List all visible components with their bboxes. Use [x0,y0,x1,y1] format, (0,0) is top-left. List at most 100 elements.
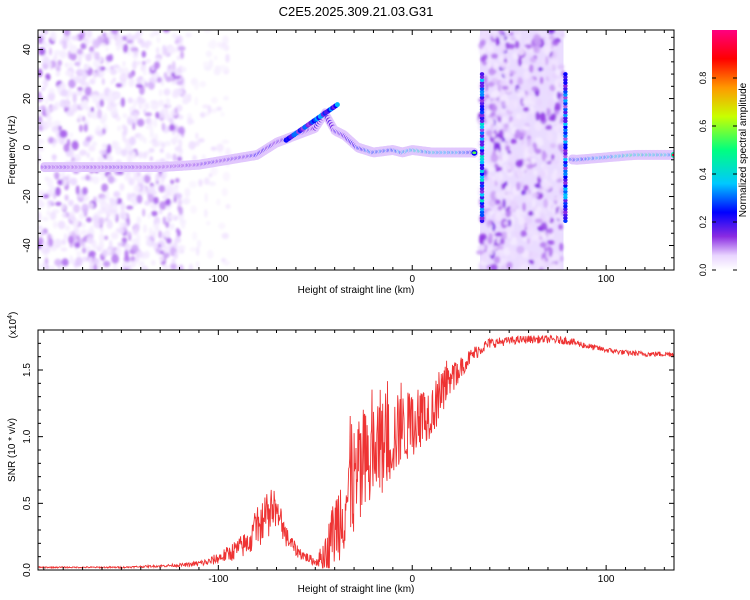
spectrogram-speckle-mark [138,261,145,267]
spectrogram-speckle-mark [60,247,68,252]
spectrogram-vertical-streak [563,219,568,224]
spectrogram-speckle-mark [143,137,147,144]
spectrogram-speckle-mark [67,87,72,98]
spectrogram-vertical-streak [479,201,485,206]
spectrogram-vertical-streak [563,148,568,153]
spectrogram-speckle-mark [144,235,150,240]
spectrogram-speckle-mark [38,138,43,144]
spectrogram-speckle-mark [498,129,504,140]
spectrogram-speckle-mark [134,113,139,119]
spectrogram-speckle-mark [490,153,499,163]
spectrogram-speckle-mark [149,156,153,162]
spectrogram-vertical-streak [563,113,568,118]
spectrogram-speckle-mark [185,32,192,38]
spectrogram-speckle-mark [105,54,113,62]
spectrogram-speckle-mark [79,124,83,133]
spectrogram-speckle-mark [86,234,94,244]
spectrogram-speckle-mark [128,77,135,88]
spectrogram-vertical-streak [563,151,568,156]
spectrogram-speckle-mark [503,123,509,129]
spectrogram-speckle-mark [136,194,143,204]
spectrogram-speckle-mark [129,136,136,146]
spectrogram-speckle-mark [549,60,557,70]
spectrogram-vertical-streak [479,107,485,112]
spectrogram-speckle-mark [558,224,563,230]
spectrogram-speckle-mark [142,103,150,109]
spectrogram-speckle-mark [41,30,46,38]
spectrogram-vertical-streak [563,204,568,209]
spectrogram-speckle-mark [150,79,158,84]
spectrogram-speckle-mark [138,104,143,110]
spectrogram-speckle-mark [529,56,537,63]
spectrogram-speckle-mark [204,192,208,203]
spectrogram-speckle-mark [62,39,67,49]
spectrogram-speckle-mark [487,81,495,87]
y-tick-label: 40 [22,44,33,56]
spectrogram-speckle-mark [521,250,530,259]
spectrogram-speckle-mark [92,176,100,185]
spectrogram-speckle-mark [127,49,131,56]
spectrogram-speckle-mark [93,51,98,60]
spectrogram-speckle-mark [127,72,134,79]
spectrogram-vertical-streak [479,75,485,80]
spectrogram-vertical-streak [563,163,568,168]
spectrogram-speckle-mark [97,65,101,75]
spectrogram-speckle-mark [174,185,179,194]
spectrogram-speckle-mark [213,68,220,76]
spectrogram-speckle-mark [101,78,105,86]
spectrogram-speckle-mark [109,209,118,214]
spectrogram-speckle-mark [163,245,168,254]
y-tick-label: 1.5 [22,363,33,377]
spectrogram-speckle-mark [149,132,155,139]
x-tick-label: -100 [208,574,228,585]
spectrogram-speckle-mark [527,237,531,245]
spectrogram-vertical-streak [563,216,568,221]
spectrogram-speckle-mark [121,213,128,221]
spectrogram-speckle-mark [533,66,539,73]
spectrogram-speckle-mark [42,216,49,222]
snr-x-ticks: -100 0 100 [43,330,665,585]
spectrogram-speckle-mark [482,196,490,205]
spectrogram-speckle-mark [132,34,139,40]
spectrogram-speckle-mark [541,58,547,65]
svg-text:(x104): (x104) [7,312,19,339]
spectrogram-speckle-mark [155,222,159,231]
spectrogram-vertical-streak [563,92,568,97]
spectrogram-speckle-mark [85,174,91,181]
spectrogram-speckle-mark [112,77,117,82]
spectrogram-speckle-mark [494,232,503,237]
spectrogram-vertical-streak [479,110,485,115]
spectrogram-speckle-mark [67,199,74,207]
spectrogram-speckle-mark [553,93,558,101]
spectrogram-speckle-mark [193,80,200,91]
spectrogram-speckle-mark [60,89,69,97]
spectrogram-panel: -100 0 100 -40 -20 0 20 40 Height of straight … [7,29,675,296]
spectrogram-speckle-mark [204,111,211,116]
spectrogram-speckle-mark [191,231,198,241]
spectrogram-speckle-mark [555,264,562,270]
snr-multiplier-close: ) [8,312,19,315]
spectrogram-speckle-mark [158,230,162,239]
spectrogram-speckle-mark [517,56,522,67]
spectrogram-vertical-streak [479,207,485,212]
spectrogram-speckle-mark [93,263,98,270]
spectrogram-speckle-mark [544,30,548,36]
spectrogram-speckle-mark [50,31,57,42]
spectrogram-speckle-mark [526,77,535,85]
spectrogram-speckle-mark [225,204,231,209]
spectrogram-speckle-mark [143,174,151,184]
spectrogram-speckle-mark [38,225,43,231]
spectrogram-speckle-mark [80,175,87,181]
spectrogram-speckle-mark [487,61,492,69]
spectrogram-speckle-mark [145,239,152,247]
spectrogram-speckle-mark [486,219,492,229]
spectrogram-speckle-mark [175,88,184,95]
spectrogram-speckle-mark [506,170,514,177]
spectrogram-speckle-mark [168,214,176,219]
spectrogram-speckle-mark [73,226,80,235]
spectrogram-speckle-mark [99,71,105,77]
spectrogram-speckle-mark [207,41,215,49]
spectrogram-speckle-mark [156,36,161,44]
spectrogram-speckle-mark [55,201,62,207]
spectrogram-speckle-mark [522,202,526,212]
